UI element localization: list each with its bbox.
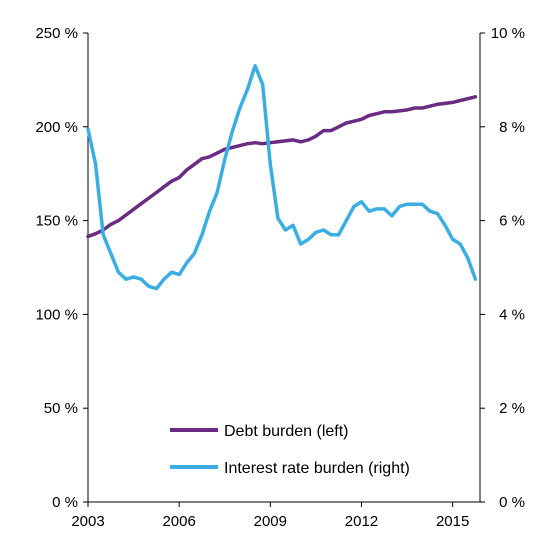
x-tick-label: 2006: [162, 513, 195, 530]
right-tick-label: 2 %: [499, 400, 525, 417]
left-tick-label: 250 %: [35, 25, 78, 42]
legend: Debt burden (left) Interest rate burden …: [170, 423, 410, 477]
right-tick-label: 6 %: [499, 213, 525, 230]
axes: 0 % 50 % 100 % 150 % 200 % 250 % 0 % 2 % 4 % 6 % 8…: [35, 25, 525, 530]
left-tick-label: 50 %: [44, 400, 78, 417]
x-tick-label: 2015: [436, 513, 469, 530]
left-tick-label: 200 %: [35, 119, 78, 136]
right-tick-label: 0 %: [499, 494, 525, 511]
legend-label-interest-rate-burden: Interest rate burden (right): [224, 460, 410, 477]
right-tick-label: 8 %: [499, 119, 525, 136]
legend-label-debt-burden: Debt burden (left): [224, 423, 349, 440]
left-tick-label: 150 %: [35, 213, 78, 230]
x-tick-label: 2012: [345, 513, 378, 530]
x-tick-label: 2009: [254, 513, 287, 530]
right-tick-label: 4 %: [499, 306, 525, 323]
left-tick-label: 0 %: [52, 494, 78, 511]
interest-rate-burden-line: [86, 64, 478, 291]
right-tick-label: 10 %: [491, 25, 525, 42]
series-layer: [86, 64, 478, 291]
left-tick-label: 100 %: [35, 306, 78, 323]
debt-burden-line: [86, 95, 478, 239]
x-tick-label: 2003: [71, 513, 104, 530]
